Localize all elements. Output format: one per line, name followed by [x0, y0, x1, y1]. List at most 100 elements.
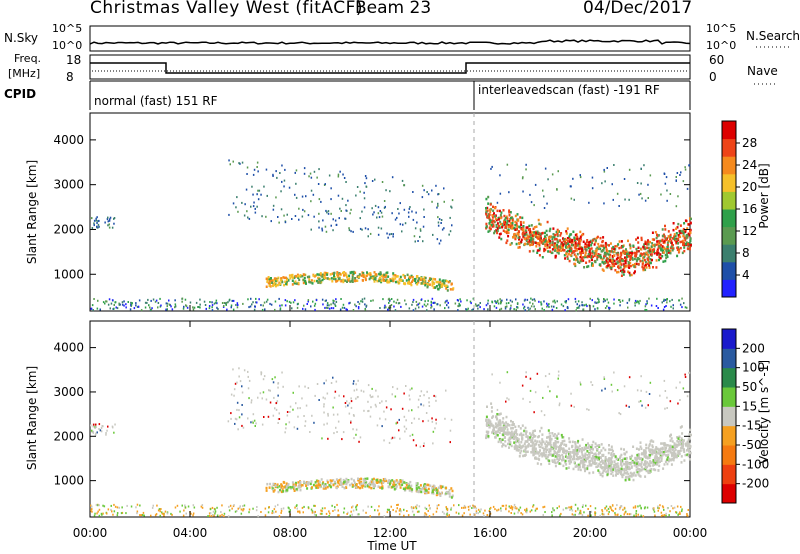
data-cell [579, 468, 582, 472]
data-cell [640, 182, 642, 185]
data-cell [637, 250, 640, 253]
data-cell [666, 243, 669, 247]
colorbar-tick-label: 28 [742, 136, 757, 150]
data-cell [108, 226, 111, 229]
data-cell [494, 217, 497, 220]
data-cell [412, 301, 414, 303]
data-cell [525, 238, 528, 241]
data-cell [563, 254, 566, 257]
data-cell [607, 513, 610, 516]
data-cell [364, 175, 367, 177]
data-cell [294, 483, 297, 487]
data-cell [657, 242, 660, 246]
data-cell [351, 275, 354, 278]
data-cell [260, 511, 262, 513]
data-cell [511, 222, 514, 225]
data-cell [336, 279, 338, 283]
data-cell [542, 514, 544, 516]
data-cell [318, 168, 320, 171]
data-cell [499, 439, 502, 442]
data-cell [398, 480, 401, 484]
data-cell [347, 480, 350, 483]
data-cell [651, 258, 653, 262]
data-cell [551, 248, 554, 251]
data-cell [369, 276, 372, 279]
data-cell [618, 246, 621, 250]
data-cell [424, 512, 426, 515]
data-cell [624, 256, 626, 259]
data-cell [609, 307, 611, 310]
data-cell [393, 274, 395, 277]
data-cell [313, 513, 316, 516]
data-cell [330, 479, 333, 483]
data-cell [584, 469, 586, 473]
data-cell [411, 275, 414, 279]
data-cell [616, 271, 618, 274]
data-cell [410, 283, 413, 287]
data-cell [642, 257, 645, 260]
data-cell [365, 304, 368, 307]
data-cell [524, 426, 527, 430]
data-cell [654, 455, 657, 458]
data-cell [658, 255, 661, 259]
data-cell [611, 255, 614, 258]
data-cell [512, 436, 515, 440]
data-cell [569, 450, 572, 454]
data-cell [554, 256, 557, 259]
data-cell [651, 461, 654, 464]
data-cell [403, 481, 406, 484]
data-cell [687, 438, 690, 441]
data-cell [303, 415, 305, 417]
data-cell [685, 449, 688, 452]
data-cell [677, 195, 679, 198]
data-cell [554, 444, 557, 447]
data-cell [670, 305, 672, 308]
data-cell [392, 233, 394, 236]
data-cell [490, 167, 492, 170]
data-cell [432, 286, 435, 289]
data-cell [355, 428, 358, 431]
data-cell [291, 486, 294, 489]
data-cell [263, 375, 266, 378]
data-cell [598, 462, 601, 466]
data-cell [492, 205, 494, 209]
data-cell [515, 448, 518, 452]
data-cell [565, 241, 568, 245]
data-cell [579, 176, 582, 179]
data-cell [664, 443, 667, 446]
data-cell [192, 504, 195, 507]
data-cell [574, 241, 577, 245]
data-cell [394, 274, 397, 277]
data-cell [610, 461, 613, 464]
data-cell [296, 504, 298, 507]
data-cell [587, 244, 590, 247]
data-cell [332, 376, 334, 379]
data-cell [678, 439, 681, 442]
data-cell [241, 404, 243, 406]
data-cell [592, 255, 594, 259]
data-cell [297, 276, 299, 279]
data-cell [372, 213, 374, 216]
data-cell [144, 301, 147, 304]
data-cell [364, 278, 367, 282]
data-cell [569, 509, 571, 511]
data-cell [400, 305, 402, 308]
data-cell [327, 437, 329, 440]
data-cell [486, 209, 489, 213]
data-cell [322, 273, 324, 276]
data-cell [90, 307, 93, 310]
data-cell [398, 483, 401, 486]
data-cell [446, 299, 448, 302]
data-cell [535, 457, 538, 460]
data-cell [314, 504, 316, 507]
data-cell [390, 298, 393, 300]
data-cell [524, 440, 527, 443]
data-cell [450, 283, 453, 286]
data-cell [503, 425, 506, 429]
data-cell [568, 240, 571, 243]
data-cell [574, 448, 577, 452]
data-cell [574, 300, 577, 303]
data-cell [271, 378, 274, 381]
data-cell [181, 504, 183, 507]
